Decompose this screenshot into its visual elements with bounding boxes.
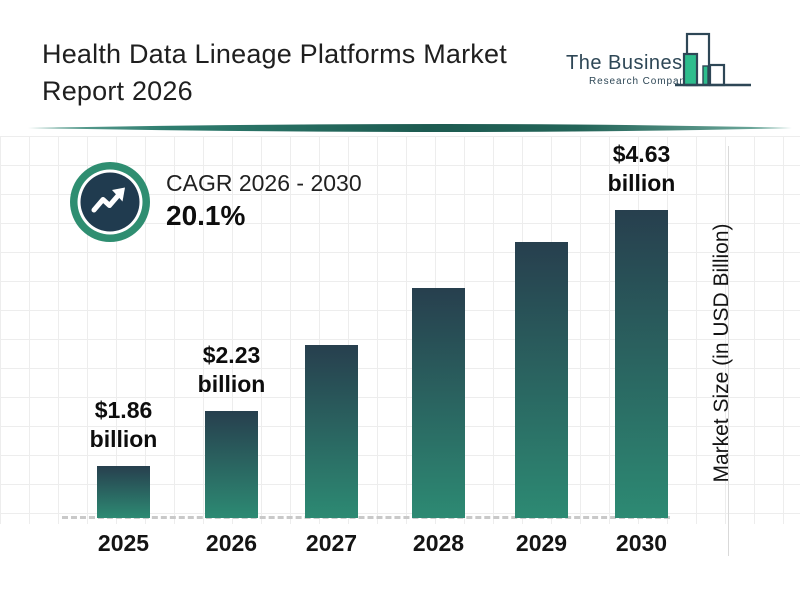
trend-up-icon [91, 187, 125, 213]
logo-bar-chart-icon [675, 32, 751, 87]
logo-company-name: The Business [566, 52, 694, 74]
x-axis-label-2030: 2030 [615, 530, 668, 556]
bar-2027 [305, 345, 358, 518]
bar-2030 [615, 210, 668, 518]
bar-value-label-2030: $4.63 billion [607, 141, 676, 196]
header-divider [28, 124, 792, 132]
bar-value-label-2026: $2.23 billion [197, 342, 266, 397]
bar-2028 [412, 288, 465, 518]
x-axis-label-2027: 2027 [305, 530, 358, 556]
bar-2029 [515, 242, 568, 518]
x-axis-label-2029: 2029 [515, 530, 568, 556]
cagr-label: CAGR 2026 - 2030 [166, 170, 362, 196]
page-title-line-1: Health Data Lineage Platforms Market [42, 39, 507, 69]
bar-2026 [205, 411, 258, 518]
x-axis-label-2028: 2028 [412, 530, 465, 556]
x-axis-label-2025: 2025 [97, 530, 150, 556]
cagr-value: 20.1% [166, 200, 246, 231]
logo-company-subname: Research Company [589, 76, 692, 87]
cagr-badge [70, 162, 150, 242]
y-axis-line [728, 146, 729, 556]
page-title: Health Data Lineage Platforms Market Rep… [42, 36, 507, 110]
bar-value-label-2025: $1.86 billion [89, 397, 158, 452]
page-title-line-2: Report 2026 [42, 76, 193, 106]
bar-2025 [97, 466, 150, 518]
x-axis-baseline-dashed [62, 516, 670, 519]
y-axis-title: Market Size (in USD Billion) [710, 223, 733, 483]
x-axis-label-2026: 2026 [205, 530, 258, 556]
